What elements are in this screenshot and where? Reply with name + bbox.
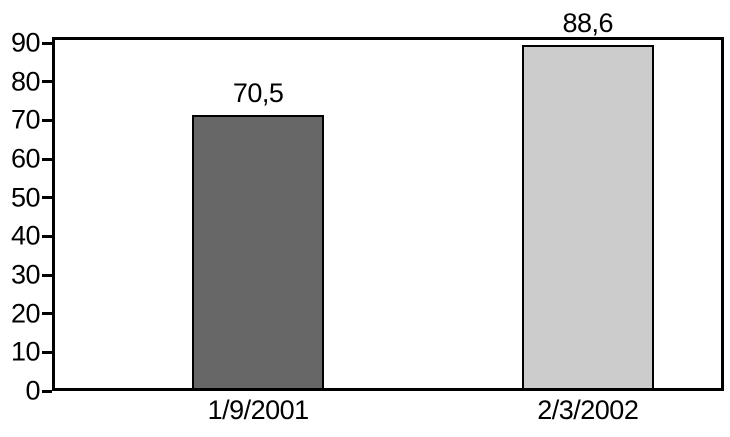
y-tick-mark: [42, 196, 52, 200]
y-tick-mark: [42, 350, 52, 354]
y-tick-mark: [42, 118, 52, 122]
y-tick-mark: [42, 273, 52, 277]
y-tick-label: 30: [10, 259, 41, 290]
y-tick-mark: [42, 80, 52, 84]
y-tick-label: 70: [10, 104, 41, 135]
y-tick-mark: [42, 41, 52, 45]
y-tick-label: 40: [10, 220, 41, 251]
y-tick-label: 90: [10, 27, 41, 58]
x-axis-labels: 1/9/2001 2/3/2002: [52, 395, 724, 431]
x-category-label: 2/3/2002: [537, 395, 639, 425]
y-tick-label: 20: [10, 298, 41, 329]
y-tick-mark: [42, 389, 52, 393]
y-tick-label: 10: [10, 336, 41, 367]
plot-area: 70,5 88,6: [52, 10, 724, 391]
y-axis-labels: 0 10 20 30 40 50 60 70 80 90: [0, 29, 41, 404]
y-tick-label: 60: [10, 143, 41, 174]
y-tick-mark: [42, 157, 52, 161]
y-tick-label: 0: [25, 375, 40, 406]
y-tick-label: 80: [10, 66, 41, 97]
bar-value-label: 88,6: [562, 8, 614, 39]
x-category-label: 1/9/2001: [207, 395, 310, 425]
y-tick-mark: [42, 312, 52, 316]
y-tick-mark: [42, 234, 52, 238]
bar-value-label: 70,5: [232, 78, 284, 109]
bar-2: [521, 45, 654, 388]
y-axis-ticks: [42, 37, 52, 393]
y-tick-label: 50: [10, 182, 41, 213]
bar-1: [192, 115, 325, 388]
